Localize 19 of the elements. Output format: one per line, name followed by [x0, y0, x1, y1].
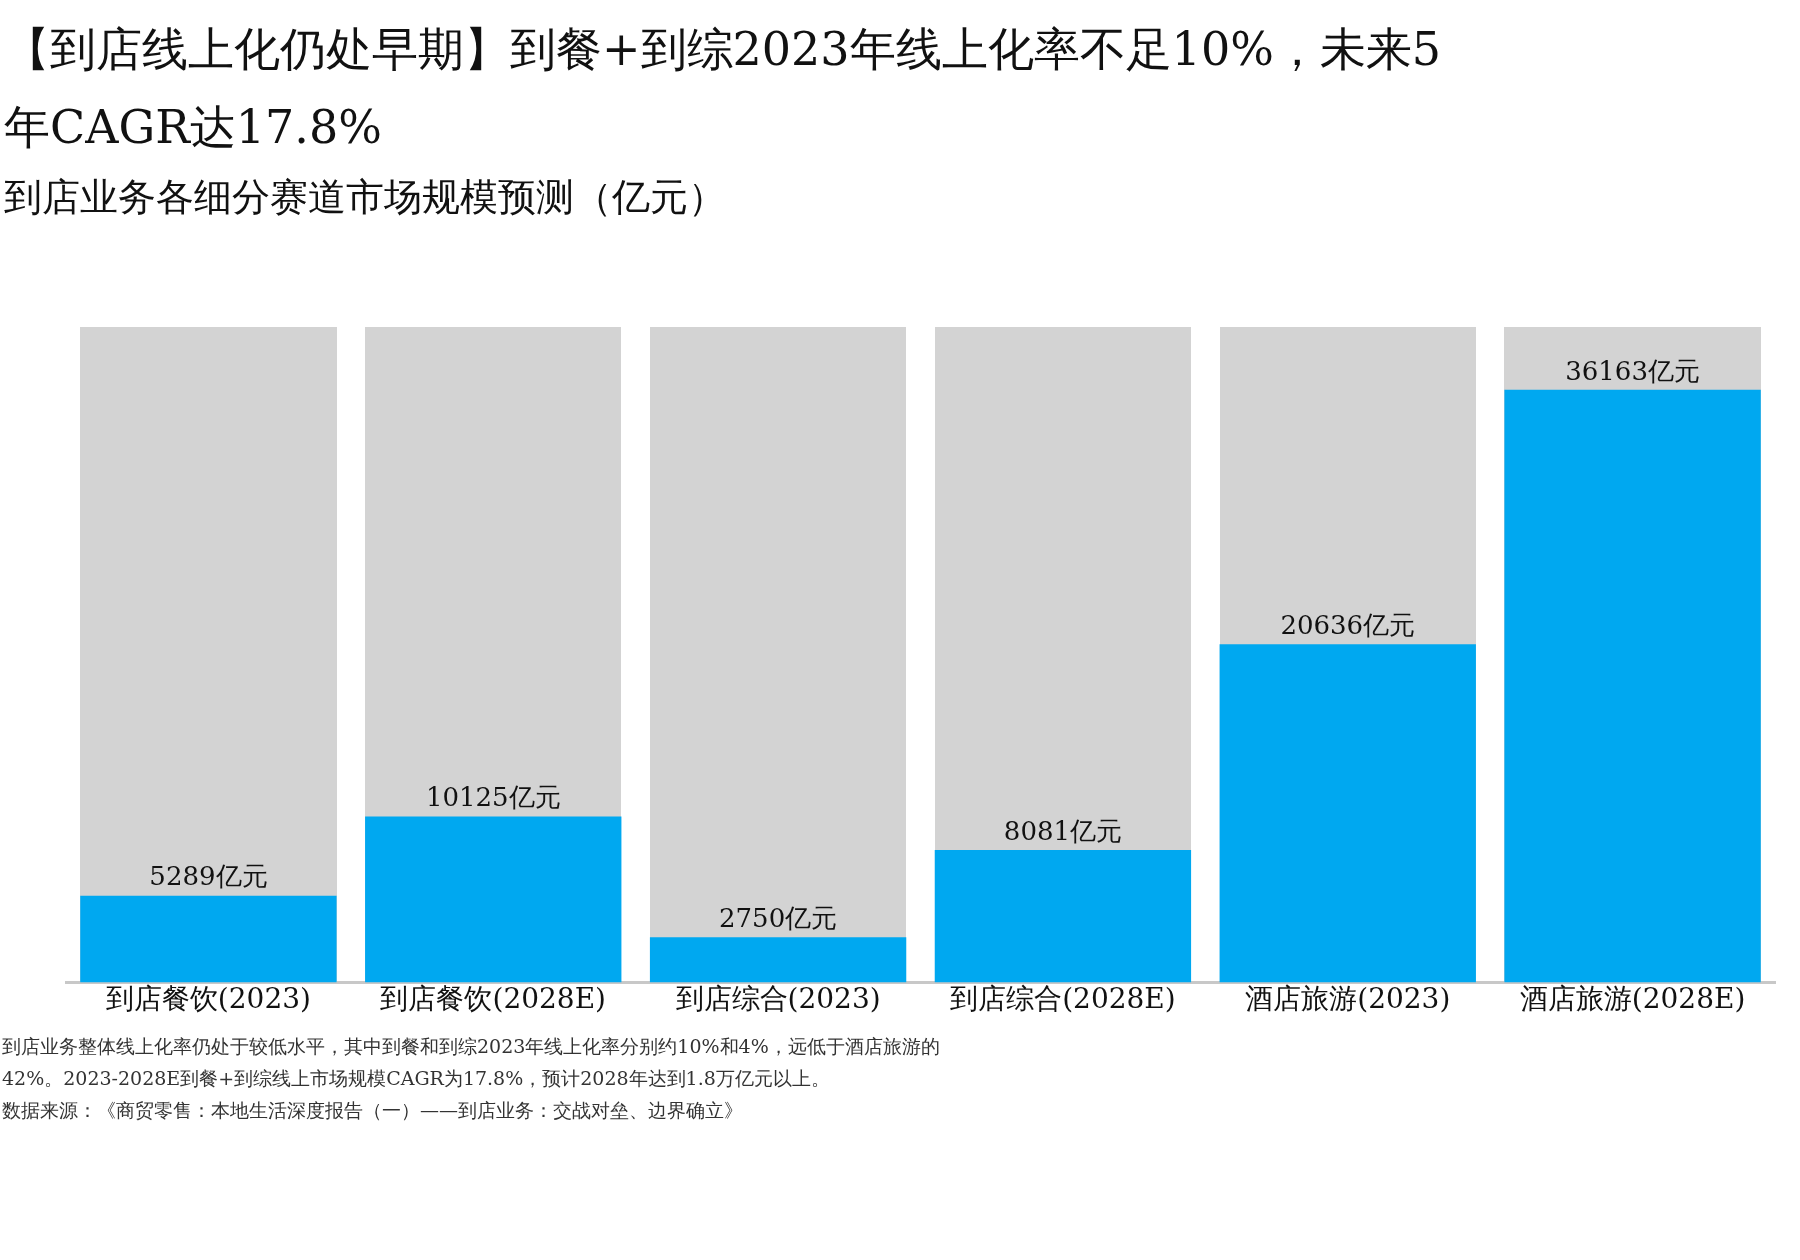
- x-tick-label: 到店餐饮(2028E): [380, 982, 607, 1016]
- x-tick-label: 到店综合(2028E): [950, 982, 1176, 1016]
- data-label: 10125亿元: [425, 782, 561, 813]
- data-label: 36163亿元: [1565, 355, 1700, 386]
- data-label: 8081亿元: [1003, 815, 1122, 846]
- data-label: 20636亿元: [1280, 610, 1416, 641]
- text: 到店业务整体线上化率仍处于较低水平，其中到餐和到综2023年线上化率分别约10%和4%，远低于酒店旅游的42%。2023-2028E到餐+到综线上市场规模CAGR为17.8%，预计2028年达到1.8万亿元以上。: [2, 1034, 941, 1091]
- chart-subtitle: 到店业务各细分赛道市场规模预测（亿元）: [4, 174, 726, 221]
- x-tick-label: 到店综合(2023): [675, 982, 881, 1016]
- data-label: 2750亿元: [719, 903, 838, 934]
- data-label: 5289亿元: [149, 861, 268, 892]
- x-tick-label: 到店餐饮(2023): [105, 982, 311, 1016]
- chart-title: 【到店线上化仍处早期】到餐+到综2023年线上化率不足10%，未来5年CAGR达17.8%: [4, 21, 1443, 156]
- x-tick-label: 酒店旅游(2023): [1245, 982, 1451, 1016]
- x-tick-label: 酒店旅游(2028E): [1519, 982, 1746, 1016]
- bar: [80, 895, 337, 983]
- bar: [649, 937, 907, 983]
- bar: [934, 849, 1192, 983]
- source-note: 数据来源：《商贸零售：本地生活深度报告（一）——到店业务：交战对垒、边界确立》: [2, 1098, 744, 1123]
